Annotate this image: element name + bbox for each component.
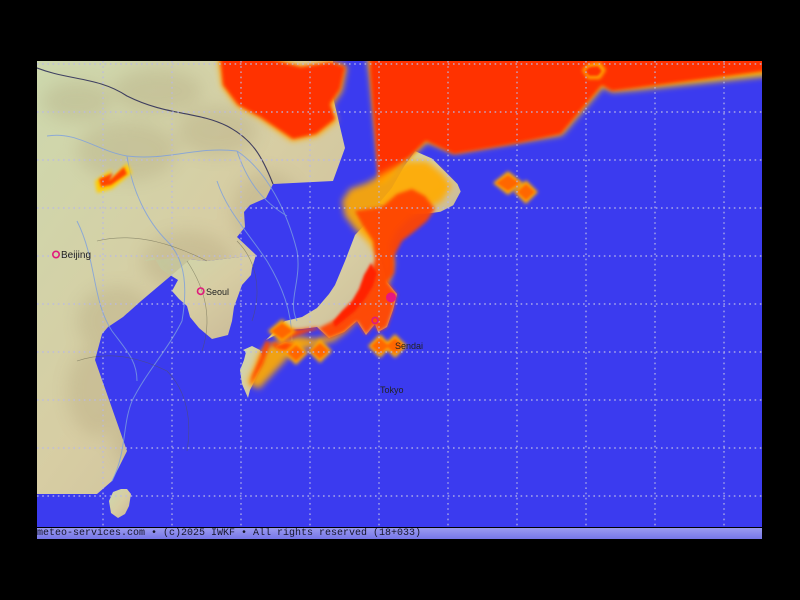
svg-text:Beijing: Beijing [61, 250, 91, 261]
svg-text:Tokyo: Tokyo [380, 385, 404, 395]
svg-text:Seoul: Seoul [206, 287, 229, 297]
svg-text:Sendai: Sendai [395, 341, 423, 351]
